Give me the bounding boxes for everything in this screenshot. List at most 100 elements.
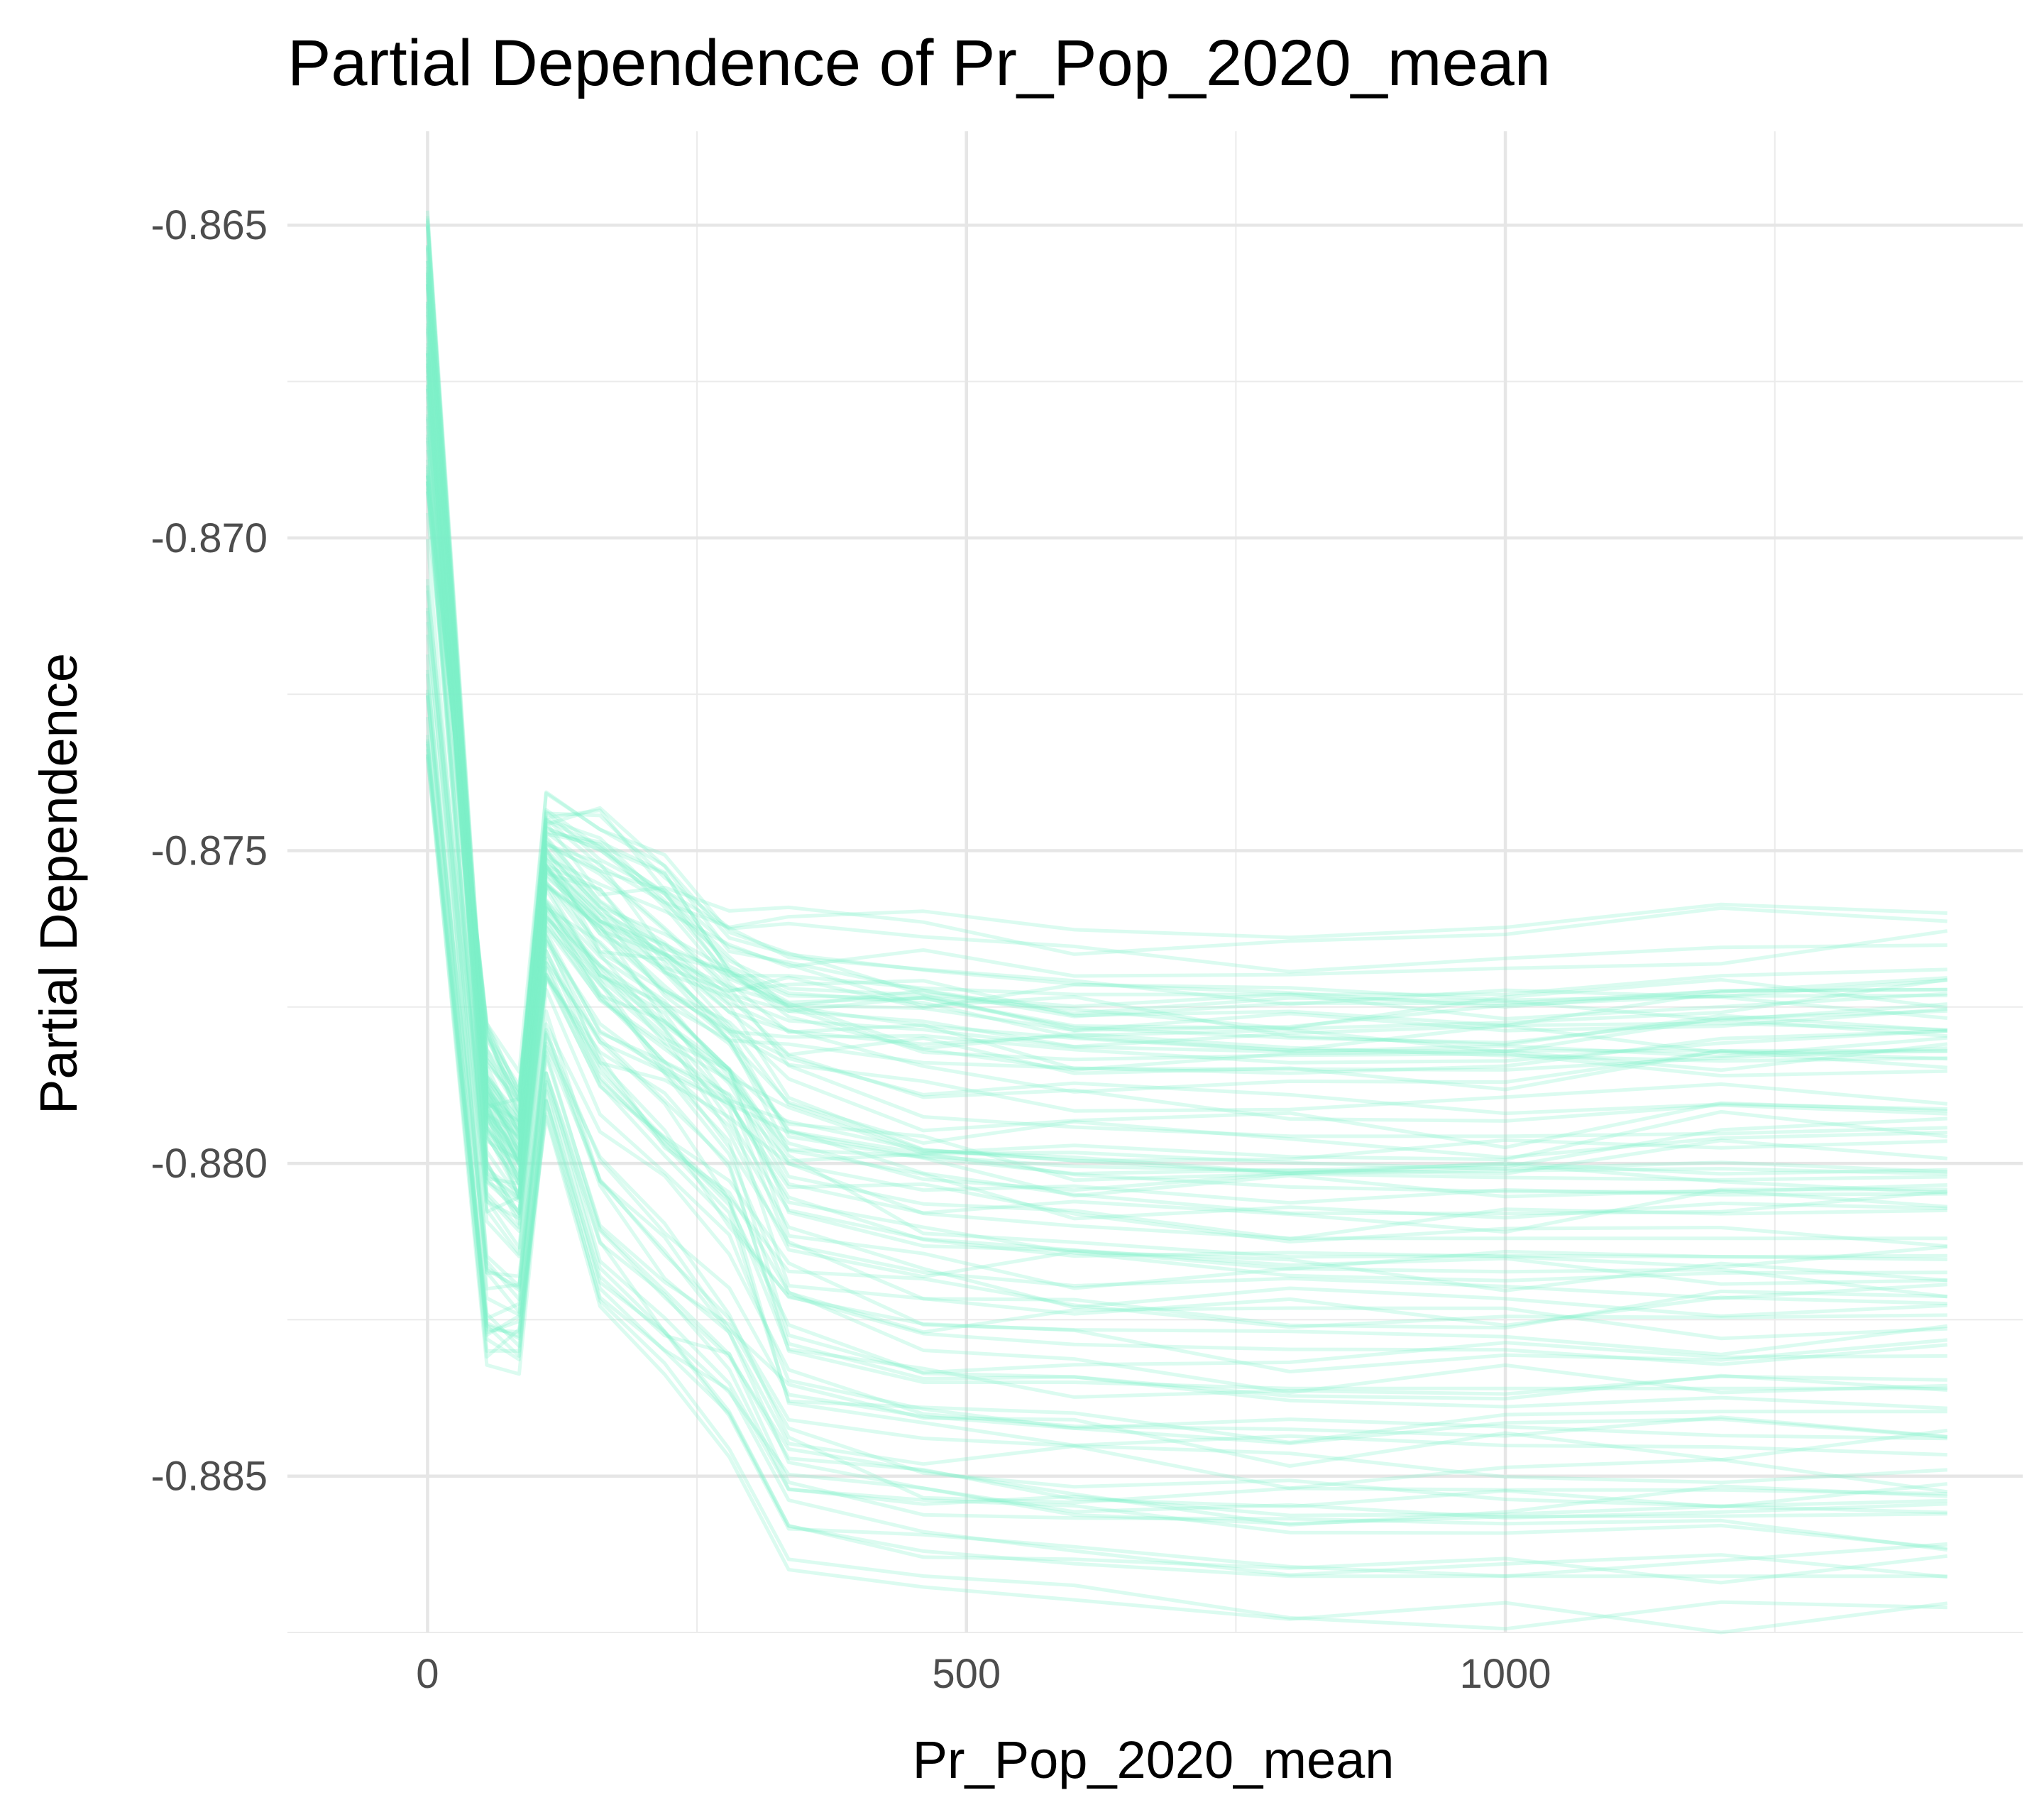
ice-curve — [425, 287, 1947, 1134]
ice-curve — [425, 304, 1947, 1261]
ice-curve — [425, 283, 1947, 1269]
ice-curve — [425, 610, 1947, 1329]
ice-curve — [425, 346, 1947, 1457]
ice-curve — [425, 590, 1947, 1485]
ice-curve — [425, 749, 1947, 1508]
x-axis-title: Pr_Pop_2020_mean — [913, 1730, 1395, 1789]
ice-curve — [425, 353, 1947, 1375]
ice-curve — [425, 654, 1948, 1468]
ice-curve — [425, 416, 1947, 1107]
ice-curve — [425, 459, 1947, 1124]
x-tick-label: 500 — [932, 1651, 1001, 1697]
ice-curve — [425, 285, 1947, 1150]
ice-curve — [425, 343, 1947, 1126]
ice-curve — [425, 275, 1947, 1156]
ice-curve — [425, 694, 1947, 1578]
ice-curve — [425, 218, 1947, 1209]
ice-curve — [425, 418, 1947, 1123]
ice-curve — [425, 370, 1947, 1152]
ice-curve — [425, 350, 1947, 1117]
ice-curve — [425, 352, 1947, 1410]
ice-curve — [425, 426, 1947, 1186]
ice-curve — [425, 270, 1948, 1123]
x-tick-label: 1000 — [1460, 1651, 1551, 1697]
ice-curve — [425, 301, 1947, 1138]
ice-curve — [425, 385, 1947, 1134]
ice-curve — [425, 245, 1947, 1241]
ice-curve — [425, 578, 1947, 1439]
ice-curves — [425, 210, 1948, 1635]
ice-curve — [425, 366, 1947, 1395]
ice-curve — [425, 674, 1947, 1509]
major-gridlines — [287, 131, 2023, 1632]
ice-curve — [425, 437, 1947, 1093]
ice-curve — [425, 406, 1947, 1133]
ice-curve — [425, 692, 1948, 1494]
ice-curve — [425, 475, 1947, 1114]
ice-curve — [425, 735, 1947, 1585]
ice-curve — [425, 223, 1947, 1318]
ice-curve — [425, 331, 1947, 1194]
ice-curve — [425, 739, 1947, 1579]
ice-curve — [425, 475, 1947, 1103]
ice-curve — [425, 476, 1947, 1094]
ice-curve — [425, 328, 1947, 1234]
ice-curve — [425, 301, 1947, 1109]
ice-curve — [425, 273, 1947, 1138]
ice-curve — [425, 490, 1947, 1214]
x-tick-label: 0 — [416, 1651, 439, 1697]
ice-curve — [425, 754, 1947, 1631]
ice-curve — [425, 473, 1947, 1093]
ice-curve — [425, 246, 1947, 1221]
ice-curve — [425, 483, 1947, 1104]
y-tick-label: -0.875 — [151, 828, 268, 874]
ice-curve — [425, 245, 1947, 1150]
ice-curve — [425, 635, 1947, 1373]
ice-curve — [425, 384, 1947, 1300]
ice-curve — [425, 466, 1948, 1356]
ice-curve — [425, 464, 1947, 1160]
ice-curve — [425, 481, 1947, 1230]
ice-curve — [425, 434, 1947, 1292]
ice-curve — [425, 272, 1947, 1286]
ice-curve — [425, 225, 1947, 1241]
ice-curve — [425, 260, 1947, 1161]
ice-curve — [425, 210, 1947, 1176]
ice-curve — [425, 216, 1947, 1216]
ice-curve — [425, 359, 1947, 1444]
minor-gridlines — [287, 131, 2023, 1633]
ice-curve — [425, 689, 1947, 1527]
chart-title: Partial Dependence of Pr_Pop_2020_mean — [287, 27, 1551, 99]
ice-curve — [425, 306, 1947, 1174]
ice-curve — [425, 669, 1947, 1526]
ice-curve — [425, 696, 1947, 1446]
ice-curve — [425, 491, 1947, 1074]
ice-curve — [425, 280, 1948, 1132]
ice-curve — [425, 266, 1947, 1182]
ice-curve — [425, 757, 1947, 1579]
ice-curve — [425, 449, 1947, 1097]
ice-curve — [425, 314, 1947, 1192]
ice-curve — [425, 440, 1947, 1102]
ice-curve — [425, 608, 1947, 1248]
y-axis-title: Partial Dependence — [29, 653, 88, 1114]
ice-curve — [425, 375, 1947, 1299]
ice-curve — [425, 248, 1947, 1141]
ice-curve — [425, 538, 1947, 1505]
ice-curve — [425, 621, 1947, 1520]
ice-curve — [425, 716, 1948, 1635]
x-axis-tick-labels: 0 500 1000 — [416, 1651, 1551, 1697]
ice-curve — [425, 284, 1948, 1139]
ice-curve — [425, 311, 1947, 1122]
ice-curve — [425, 396, 1947, 1271]
ice-curve — [425, 323, 1947, 1168]
ice-curve — [425, 278, 1947, 1126]
ice-curve — [425, 512, 1947, 1195]
ice-curve — [425, 388, 1947, 1200]
ice-curve — [425, 220, 1947, 1163]
ice-curve — [425, 326, 1947, 1330]
y-axis-tick-labels: -0.865 -0.870 -0.875 -0.880 -0.885 — [151, 202, 268, 1500]
ice-curve — [425, 469, 1947, 1087]
